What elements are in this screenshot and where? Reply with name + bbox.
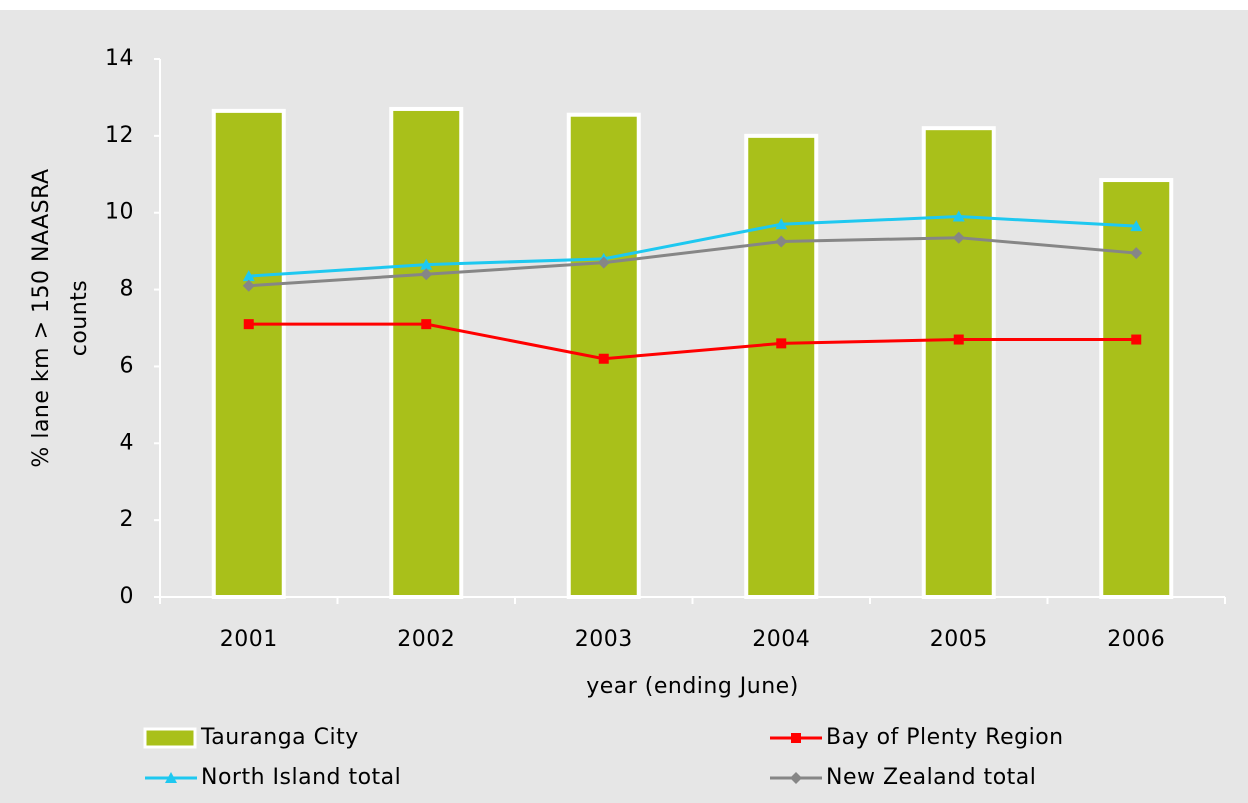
line — [248, 322, 1137, 361]
point — [776, 338, 787, 349]
y-axis-title: counts — [67, 280, 92, 357]
point — [952, 231, 965, 244]
legend-swatch — [143, 727, 197, 749]
x-tick-label: 2003 — [575, 627, 633, 652]
point — [1130, 220, 1143, 232]
legend-label: Bay of Plenty Region — [826, 725, 1064, 750]
legend-label: New Zealand total — [826, 765, 1036, 790]
y-tick-label: 8 — [120, 277, 135, 302]
point — [420, 258, 433, 270]
y-axis-title: % lane km > 150 NAASRA — [29, 168, 54, 467]
legend-label: North Island total — [201, 765, 401, 790]
point — [242, 270, 255, 282]
bar — [921, 126, 996, 600]
bar — [1099, 178, 1174, 600]
y-tick-label: 10 — [105, 200, 134, 225]
x-tick-label: 2001 — [220, 627, 278, 652]
bar — [389, 106, 464, 599]
y-tick-label: 4 — [120, 430, 135, 455]
x-axis-title: year (ending June) — [586, 674, 799, 699]
point — [775, 218, 788, 230]
y-tick-label: 2 — [120, 507, 135, 532]
point — [165, 772, 177, 783]
point — [953, 334, 964, 345]
bar — [744, 133, 819, 599]
legend-label: Tauranga City — [200, 725, 359, 750]
y-tick-label: 6 — [120, 353, 135, 378]
point — [242, 279, 255, 292]
point — [1130, 247, 1143, 260]
x-tick-label: 2006 — [1107, 627, 1165, 652]
y-tick-label: 12 — [105, 123, 134, 148]
line — [248, 236, 1137, 288]
point — [598, 353, 609, 364]
x-tick-label: 2005 — [930, 627, 988, 652]
point — [790, 772, 802, 784]
point — [775, 235, 788, 248]
point — [420, 268, 433, 281]
point — [791, 733, 801, 743]
bar — [211, 108, 286, 599]
point — [952, 210, 965, 222]
y-tick-label: 14 — [105, 46, 134, 71]
point — [597, 256, 610, 269]
line — [248, 215, 1137, 278]
y-tick-label: 0 — [120, 584, 135, 609]
point — [243, 319, 254, 330]
x-tick-label: 2002 — [397, 627, 455, 652]
point — [1131, 334, 1142, 345]
point — [421, 319, 432, 330]
x-tick-label: 2004 — [752, 627, 810, 652]
